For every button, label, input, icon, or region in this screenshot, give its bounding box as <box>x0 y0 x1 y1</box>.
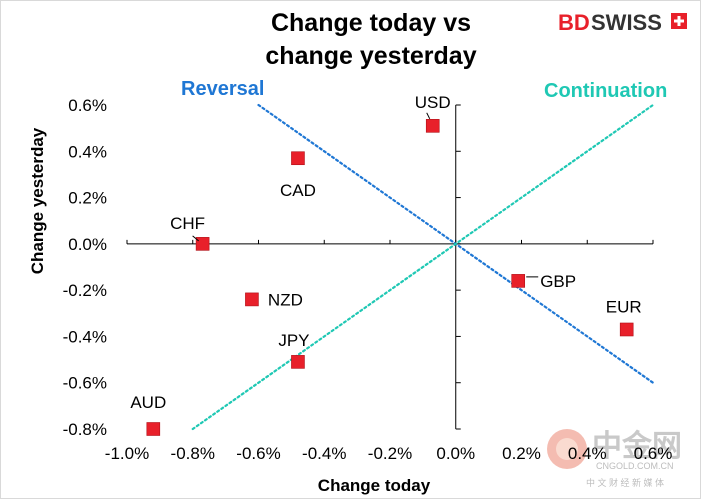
chart-title-line-1: Change today vs <box>271 9 471 37</box>
logo-bd-text: BD <box>558 10 590 35</box>
point-chf: CHF <box>170 214 210 251</box>
y-tick-label: -0.4% <box>63 327 107 346</box>
x-tick-label: 0.0% <box>436 444 475 463</box>
marker-nzd <box>245 292 259 307</box>
x-tick-label: 0.4% <box>568 444 607 463</box>
leader-line <box>426 112 431 120</box>
y-tick-label: -0.6% <box>63 374 107 393</box>
point-eur: EUR <box>606 297 642 337</box>
data-points: USD CAD CHF NZD JPY AUD GBP EUR <box>130 93 642 436</box>
x-tick-label: -0.4% <box>302 444 346 463</box>
chart-title-line-2: change yesterday <box>265 42 476 70</box>
leader-line <box>192 235 199 242</box>
label-usd: USD <box>415 93 451 112</box>
x-tick-label: -1.0% <box>105 444 149 463</box>
x-tick-label: -0.6% <box>236 444 280 463</box>
bdswiss-logo: BD SWISS <box>558 10 687 35</box>
y-tick-label: -0.2% <box>63 281 107 300</box>
marker-cad <box>291 151 305 166</box>
label-eur: EUR <box>606 297 642 316</box>
y-tick-label: 0.0% <box>68 235 107 254</box>
watermark-sub-text: 中 文 财 经 新 媒 体 <box>586 477 664 488</box>
x-tick-labels: -1.0% -0.8% -0.6% -0.4% -0.2% 0.0% 0.2% 0.4% 0.6… <box>105 444 673 463</box>
continuation-line <box>191 103 655 431</box>
x-tick-label: -0.2% <box>368 444 412 463</box>
y-tick-label: -0.8% <box>63 420 107 439</box>
y-tick-label: 0.4% <box>68 142 107 161</box>
label-nzd: NZD <box>268 290 303 309</box>
x-tick-label: 0.2% <box>502 444 541 463</box>
y-tick-label: 0.2% <box>68 189 107 208</box>
label-chf: CHF <box>170 214 205 233</box>
marker-eur <box>619 322 634 337</box>
point-usd: USD <box>415 93 451 133</box>
reference-lines <box>191 103 655 431</box>
marker-usd <box>425 119 440 133</box>
reversal-label: Reversal <box>181 78 264 100</box>
axes <box>126 104 654 430</box>
point-cad: CAD <box>280 151 316 200</box>
marker-chf <box>195 237 210 251</box>
label-aud: AUD <box>130 393 166 412</box>
y-tick-labels: 0.6% 0.4% 0.2% 0.0% -0.2% -0.4% -0.6% -0.8% <box>63 96 107 439</box>
x-axis-title: Change today <box>318 476 431 495</box>
watermark: 中金网 CNGOLD.COM.CN 中 文 财 经 新 媒 体 <box>547 429 682 488</box>
label-gbp: GBP <box>540 272 576 291</box>
point-nzd: NZD <box>245 290 303 309</box>
label-cad: CAD <box>280 181 316 200</box>
marker-gbp <box>511 274 526 288</box>
point-aud: AUD <box>130 393 166 436</box>
watermark-cn-text: 中金网 <box>592 429 682 463</box>
label-jpy: JPY <box>278 331 309 350</box>
point-jpy: JPY <box>278 331 310 369</box>
continuation-label: Continuation <box>544 80 667 102</box>
y-tick-label: 0.6% <box>68 96 107 115</box>
x-tick-label: -0.8% <box>171 444 215 463</box>
marker-aud <box>146 422 161 436</box>
logo-swiss-text: SWISS <box>591 10 662 35</box>
watermark-url-text: CNGOLD.COM.CN <box>596 461 674 471</box>
marker-jpy <box>291 355 305 369</box>
y-axis-title: Change yesterday <box>28 127 47 274</box>
x-tick-label: 0.6% <box>634 444 673 463</box>
point-gbp: GBP <box>511 272 576 291</box>
